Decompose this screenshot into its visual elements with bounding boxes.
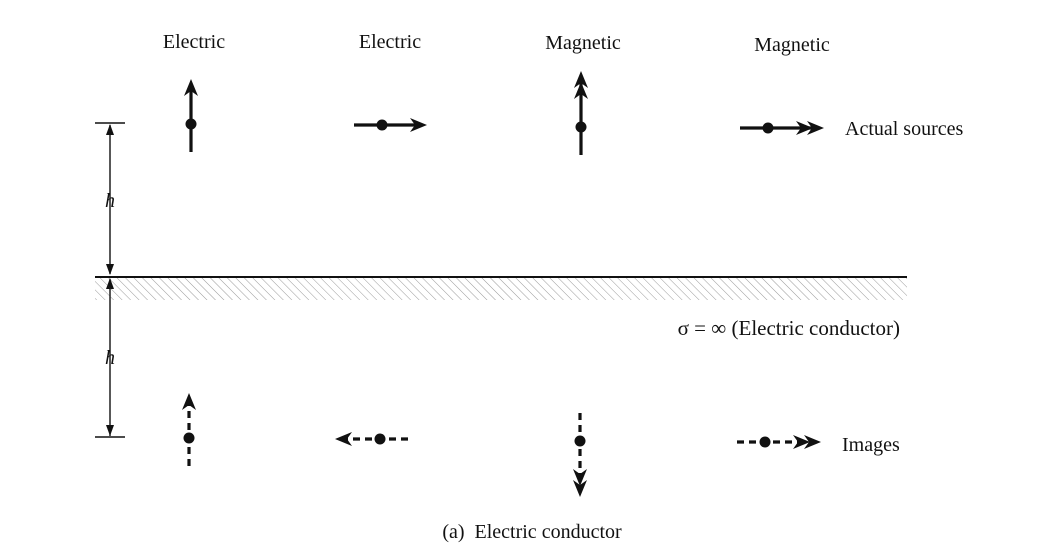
conductor-hatching — [95, 278, 907, 300]
actual-sources-label: Actual sources — [845, 118, 964, 140]
image-magnetic-vertical — [573, 413, 587, 497]
dimension-upper-top-arrow — [106, 124, 114, 135]
dimension-label-lower: h — [105, 347, 115, 369]
conductor-label: σ = ∞ (Electric conductor) — [678, 316, 900, 340]
source-arrowhead — [184, 79, 198, 96]
source-arrowhead — [807, 121, 824, 135]
image-arrowhead — [793, 435, 810, 449]
source-center-dot — [185, 118, 197, 130]
dimension-lower-bottom-arrow — [106, 425, 114, 436]
header-magnetic-horizontal: Magnetic — [754, 34, 830, 56]
source-arrowhead — [410, 118, 427, 132]
image-electric-vertical — [182, 393, 196, 466]
source-magnetic-vertical — [574, 71, 588, 155]
image-arrowhead — [335, 432, 352, 446]
header-electric-horizontal: Electric — [359, 31, 421, 53]
image-center-dot — [183, 432, 195, 444]
header-electric-vertical: Electric — [163, 31, 225, 53]
image-sources — [182, 393, 821, 497]
source-arrowhead — [574, 82, 588, 99]
image-arrowhead — [573, 480, 587, 497]
dimension-lower — [95, 279, 125, 438]
dimension-label-upper: h — [105, 190, 115, 212]
dimension-upper — [95, 122, 125, 274]
caption: (a) Electric conductor — [442, 521, 622, 543]
source-electric-vertical — [184, 79, 198, 152]
image-arrowhead — [182, 393, 196, 410]
image-center-dot — [574, 435, 586, 447]
images-label: Images — [842, 434, 900, 456]
image-magnetic-horizontal — [737, 435, 821, 449]
source-center-dot — [762, 122, 774, 134]
source-electric-horizontal — [354, 118, 427, 132]
image-arrowhead — [804, 435, 821, 449]
image-center-dot — [759, 436, 771, 448]
dimension-upper-bottom-arrow — [106, 264, 114, 275]
source-center-dot — [575, 121, 587, 133]
image-arrowhead — [573, 469, 587, 486]
header-magnetic-vertical: Magnetic — [545, 32, 621, 54]
source-arrowhead — [796, 121, 813, 135]
source-magnetic-horizontal — [740, 121, 824, 135]
actual-sources — [184, 71, 824, 155]
source-center-dot — [376, 119, 388, 131]
image-electric-horizontal — [335, 432, 408, 446]
image-center-dot — [374, 433, 386, 445]
source-arrowhead — [574, 71, 588, 88]
